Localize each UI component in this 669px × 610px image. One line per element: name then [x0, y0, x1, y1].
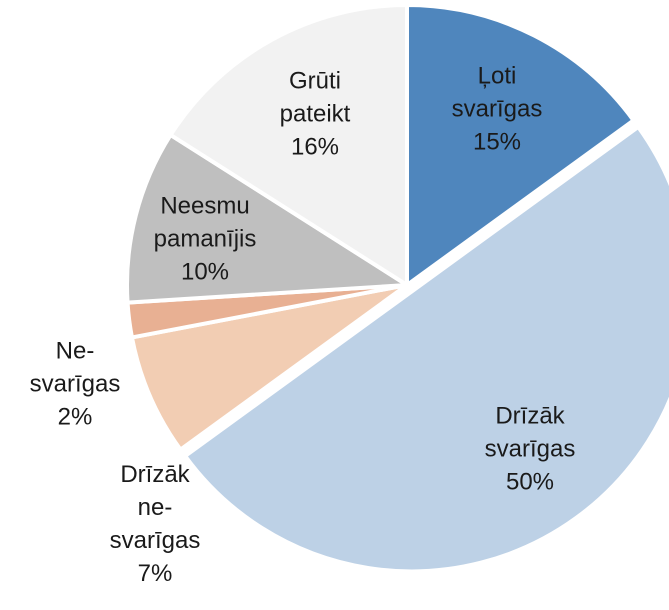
slice-label: Drīzāk	[120, 461, 190, 488]
value-label: 16%	[291, 133, 339, 160]
value-label: 50%	[506, 468, 554, 495]
slice-label: svarīgas	[452, 95, 543, 122]
slice-label: pamanījis	[154, 225, 257, 252]
value-label: 15%	[473, 128, 521, 155]
slice-label: Ļoti	[478, 62, 517, 89]
slice-label: pateikt	[280, 100, 351, 127]
value-label: 10%	[181, 258, 229, 285]
slice-label: svarīgas	[485, 435, 576, 462]
pie-slice	[167, 2, 409, 289]
pie-slice	[125, 132, 414, 305]
pie-slice	[182, 124, 669, 574]
slice-label: ne-	[138, 494, 173, 521]
slice-label: svarīgas	[110, 527, 201, 554]
pie-slice	[405, 2, 637, 289]
slice-label: Drīzāk	[495, 402, 565, 429]
value-label: 2%	[58, 403, 93, 430]
slice-label: Grūti	[289, 67, 341, 94]
slice-label: Ne-	[56, 337, 95, 364]
slice-label: Neesmu	[160, 192, 249, 219]
slice-label: svarīgas	[30, 370, 121, 397]
value-label: 7%	[138, 560, 173, 587]
